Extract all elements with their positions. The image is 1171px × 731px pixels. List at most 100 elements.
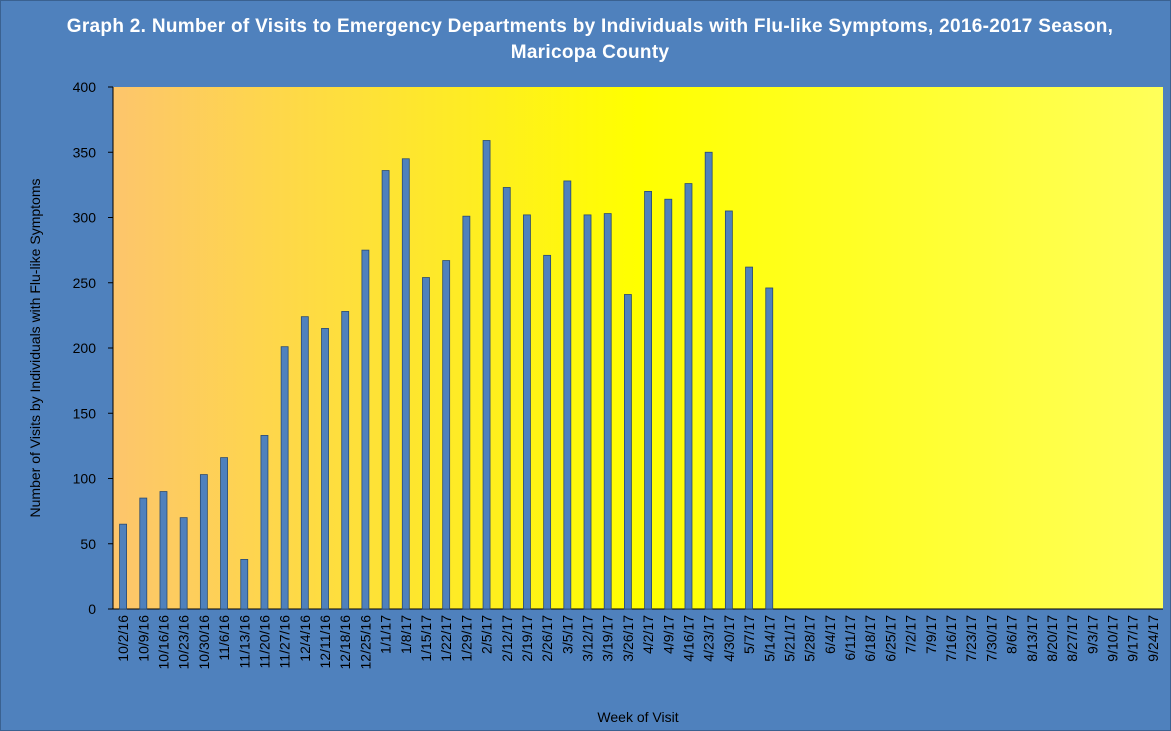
x-tick-label: 4/30/17	[721, 615, 737, 662]
bar	[220, 457, 228, 610]
bar	[724, 210, 733, 610]
bar	[482, 140, 491, 610]
y-tick-label: 250	[73, 275, 97, 291]
bar	[745, 266, 753, 610]
bar	[381, 170, 390, 610]
bar	[442, 260, 451, 610]
y-tick-label: 350	[73, 144, 97, 160]
x-tick-label: 11/27/16	[277, 615, 293, 669]
bar	[543, 254, 552, 610]
x-tick-label: 6/4/17	[822, 615, 838, 654]
x-tick-label: 1/22/17	[438, 615, 454, 662]
bar	[119, 523, 127, 610]
plot-area	[113, 87, 1163, 609]
x-tick-label: 1/1/17	[378, 615, 394, 654]
x-tick-label: 6/18/17	[862, 615, 878, 662]
x-tick-label: 5/14/17	[761, 615, 777, 662]
x-tick-label: 10/23/16	[176, 615, 192, 670]
x-tick-label: 9/3/17	[1084, 615, 1100, 654]
x-tick-label: 7/23/17	[963, 615, 979, 662]
x-tick-label: 7/2/17	[903, 615, 919, 654]
bar	[139, 497, 148, 610]
bar	[341, 311, 350, 610]
x-tick-label: 2/12/17	[499, 615, 515, 662]
bar	[401, 158, 410, 610]
bar	[199, 474, 208, 610]
bar	[300, 316, 309, 610]
bar	[422, 277, 430, 610]
x-tick-label: 1/29/17	[458, 615, 474, 662]
y-tick-label: 50	[80, 536, 96, 552]
bar	[704, 151, 713, 610]
x-tick-label: 12/18/16	[337, 615, 353, 670]
x-axis-title: Week of Visit	[597, 709, 678, 725]
bar	[321, 328, 329, 610]
bar	[624, 294, 632, 610]
x-tick-label: 12/11/16	[317, 615, 333, 669]
x-tick-label: 2/26/17	[539, 615, 555, 662]
bar	[563, 180, 572, 610]
x-tick-label: 9/10/17	[1105, 615, 1121, 662]
bar	[361, 249, 370, 610]
x-tick-label: 8/20/17	[1044, 615, 1060, 662]
x-tick-label: 6/25/17	[882, 615, 898, 662]
bar	[179, 517, 188, 610]
x-tick-label: 8/6/17	[1004, 615, 1020, 654]
bar	[664, 198, 673, 610]
x-tick-label: 11/20/16	[256, 615, 272, 669]
x-tick-label: 9/17/17	[1125, 615, 1141, 662]
bar	[462, 215, 471, 610]
x-tick-label: 6/11/17	[842, 615, 858, 661]
x-tick-label: 10/30/16	[196, 615, 212, 670]
x-tick-label: 3/5/17	[559, 615, 575, 654]
y-axis-title: Number of Visits by Individuals with Flu…	[27, 179, 43, 518]
bar	[240, 559, 249, 610]
x-tick-label: 2/19/17	[519, 615, 535, 662]
y-tick-label: 200	[73, 340, 97, 356]
x-tick-label: 10/2/16	[115, 615, 131, 662]
x-tick-label: 10/9/16	[135, 615, 151, 662]
x-tick-label: 11/6/16	[216, 615, 232, 661]
x-tick-label: 4/16/17	[680, 615, 696, 662]
x-tick-label: 2/5/17	[479, 615, 495, 654]
bar	[684, 183, 693, 610]
bar	[280, 346, 289, 610]
x-tick-label: 7/30/17	[983, 615, 999, 662]
bar	[523, 214, 531, 610]
bar	[159, 491, 168, 610]
x-tick-label: 12/25/16	[357, 615, 373, 670]
bar	[644, 190, 652, 610]
x-tick-label: 3/26/17	[620, 615, 636, 662]
x-tick-label: 4/2/17	[640, 615, 656, 654]
bar	[260, 435, 269, 610]
x-tick-label: 8/27/17	[1064, 615, 1080, 662]
y-tick-label: 150	[73, 405, 97, 421]
y-tick-label: 300	[73, 210, 97, 226]
x-tick-label: 1/15/17	[418, 615, 434, 662]
y-tick-label: 100	[73, 471, 97, 487]
x-tick-label: 1/8/17	[398, 615, 414, 654]
bar	[583, 214, 592, 610]
x-tick-label: 9/24/17	[1145, 615, 1161, 662]
y-tick-label: 400	[73, 79, 97, 95]
x-tick-label: 7/9/17	[923, 615, 939, 654]
x-tick-label: 10/16/16	[155, 615, 171, 670]
x-tick-label: 5/28/17	[802, 615, 818, 662]
x-tick-label: 12/4/16	[297, 615, 313, 662]
bar	[765, 287, 774, 610]
x-tick-label: 11/13/16	[236, 615, 252, 669]
x-tick-label: 7/16/17	[943, 615, 959, 662]
x-tick-label: 5/7/17	[741, 615, 757, 654]
x-tick-label: 3/12/17	[580, 615, 596, 662]
x-tick-label: 3/19/17	[600, 615, 616, 662]
bar	[603, 213, 612, 610]
x-tick-label: 5/21/17	[781, 615, 797, 662]
bar	[502, 187, 511, 610]
y-tick-label: 0	[88, 601, 96, 617]
x-tick-label: 8/13/17	[1024, 615, 1040, 662]
x-tick-label: 4/23/17	[701, 615, 717, 662]
chart-title: Graph 2. Number of Visits to Emergency D…	[66, 16, 1114, 63]
x-tick-label: 4/9/17	[660, 615, 676, 654]
